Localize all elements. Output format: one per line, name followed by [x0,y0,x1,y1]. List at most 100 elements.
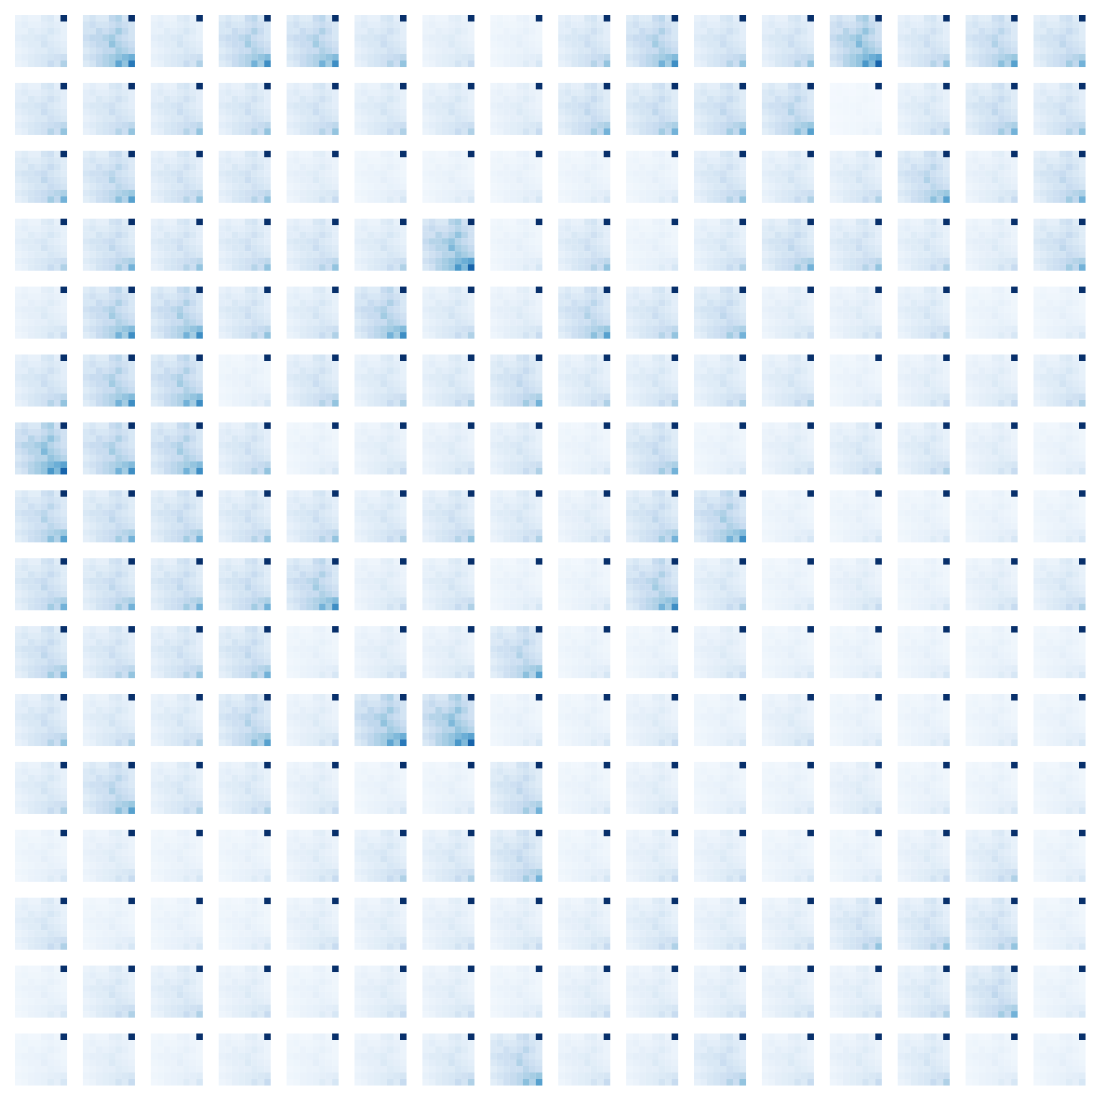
heatmap-cell [461,15,468,22]
heatmap-cell [60,231,68,239]
heatmap-cell [694,312,701,320]
heatmap-cell [1066,264,1073,271]
heatmap-cell [923,244,931,252]
heatmap-cell [535,325,543,333]
heatmap-cell [82,306,90,313]
heatmap-cell [448,21,455,29]
heatmap-cell [196,34,203,42]
heatmap-cell [299,157,307,164]
heatmap-cell [163,34,171,42]
heatmap-cell [257,128,265,135]
heatmap-cell [422,238,429,245]
heatmap-cell [658,325,666,333]
heatmap-cell [897,257,905,265]
heatmap-cell [781,102,788,109]
heatmap-cell [15,28,22,35]
heatmap-cell [855,257,863,265]
heatmap-cell [904,257,911,265]
heatmap-cell [965,47,973,55]
heatmap-cell [875,47,882,55]
heatmap-cell [671,218,679,226]
heatmap-cell [849,128,856,135]
heatmap-cell [238,257,245,265]
heatmap-cell [558,41,565,48]
heatmap-cell [694,257,701,265]
heatmap-cell [972,231,979,239]
heatmap-cell [639,176,646,184]
heatmap-cell [849,196,856,203]
heatmap-cell [435,108,442,116]
heatmap-cell [496,306,504,313]
heatmap-cell [380,257,388,265]
heatmap-cell [251,332,258,339]
heatmap-cell [1066,231,1073,239]
heatmap-cell [713,21,721,29]
heatmap-cell [774,163,782,171]
heatmap-cell [842,108,850,116]
heatmap-cell [380,34,388,42]
heatmap-cell [34,115,42,122]
heatmap-cell [374,41,381,48]
heatmap-cell [991,225,999,232]
heatmap-cell [380,47,388,55]
heatmap-cell [163,115,171,122]
heatmap-cell [603,257,611,265]
heatmap-cell [387,108,394,116]
heatmap-cell [490,286,497,294]
heatmap-cell [720,293,727,300]
heatmap-cell [516,319,523,326]
heatmap-cell [157,251,164,258]
heatmap-cell [361,196,368,203]
heatmap-cell [1033,231,1041,239]
heatmap-cell [441,15,449,22]
heatmap-cell [590,34,598,42]
heatmap-cell [325,34,333,42]
heatmap-cell [54,286,61,294]
heatmap-cell [632,176,640,184]
heatmap-cell [490,183,497,190]
heatmap-cell [842,264,850,271]
heatmap-cell [571,332,578,339]
heatmap-cell [577,102,585,109]
heatmap-cell [671,183,679,190]
heatmap-cell [645,108,653,116]
heatmap-cell [325,176,333,184]
heatmap-cell [584,82,591,90]
heatmap-cell [807,196,814,203]
heatmap-cell [496,189,504,197]
heatmap-cell [387,251,394,258]
heatmap-cell [82,319,90,326]
heatmap-cell [836,238,843,245]
heatmap-cell [781,21,788,29]
heatmap-cell [584,196,591,203]
heatmap-cell [558,299,565,307]
heatmap-cell [1033,257,1041,265]
heatmap-cell [632,306,640,313]
heatmap-cell [535,238,543,245]
heatmap-cell [325,47,333,55]
heatmap-cell [1053,28,1060,35]
heatmap-tile [354,218,407,271]
heatmap-cell [170,183,177,190]
heatmap-cell [102,299,109,307]
heatmap-cell [774,225,782,232]
heatmap-cell [998,170,1005,177]
heatmap-cell [978,163,986,171]
heatmap-cell [54,54,61,61]
heatmap-cell [1059,34,1067,42]
heatmap-cell [597,299,604,307]
heatmap-cell [965,189,973,197]
heatmap-cell [89,115,96,122]
heatmap-cell [264,128,271,135]
heatmap-cell [1079,231,1086,239]
heatmap-cell [584,21,591,29]
heatmap-cell [761,41,769,48]
heatmap-cell [354,189,362,197]
heatmap-cell [286,47,294,55]
heatmap-cell [991,218,999,226]
heatmap-cell [150,121,158,129]
heatmap-cell [535,150,543,158]
heatmap-cell [393,325,401,333]
heatmap-cell [454,251,462,258]
heatmap-cell [225,183,232,190]
